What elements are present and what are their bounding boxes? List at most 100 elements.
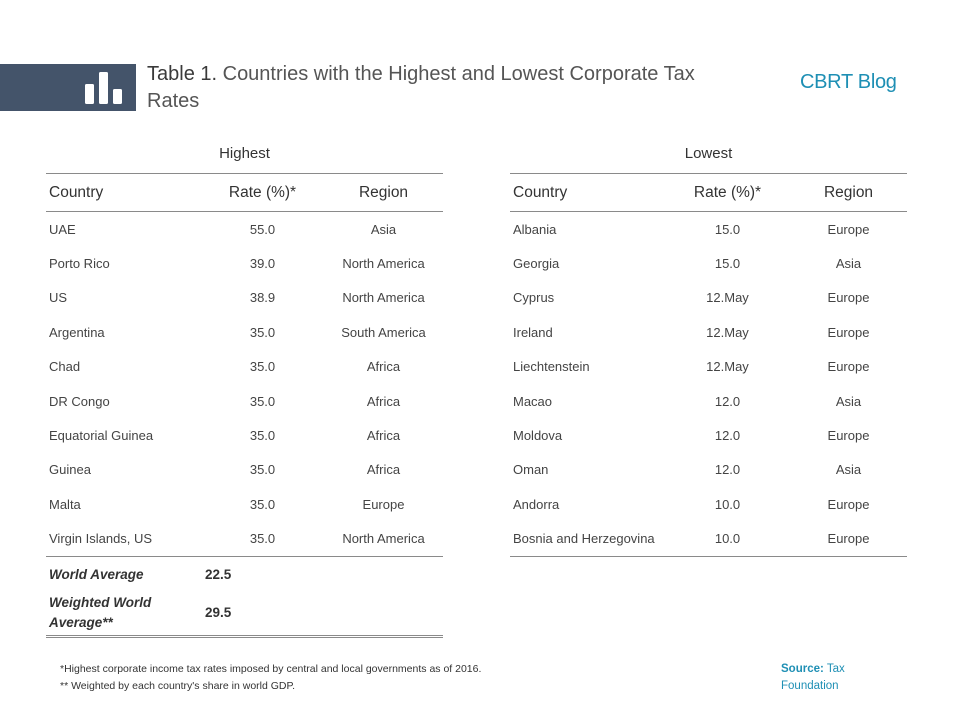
- country-cell: Virgin Islands, US: [46, 521, 201, 557]
- title-lead: Table 1.: [147, 63, 218, 85]
- header-row: Country Rate (%)* Region: [510, 173, 907, 212]
- country-cell: US: [49, 290, 68, 306]
- rate-cell: 35.0: [249, 359, 276, 375]
- region-cell: Africa: [366, 393, 401, 409]
- rate-cell: 12.0: [714, 462, 741, 478]
- region-cell: Europe: [827, 221, 870, 237]
- table-row: Chad 35.0 Africa: [46, 350, 443, 384]
- country-cell: Bosnia and Herzegovina: [510, 521, 665, 557]
- rate-cell: 55.0: [249, 221, 276, 237]
- region-cell: Africa: [366, 428, 401, 444]
- table-row: Albania 15.0 Europe: [510, 212, 907, 247]
- region-cell: Europe: [827, 359, 870, 375]
- source-text: Tax Foundation: [781, 663, 845, 692]
- country-cell: Macao: [513, 393, 553, 409]
- table-row: Macao 12.0 Asia: [510, 384, 907, 418]
- rate-cell: 12.May: [706, 324, 749, 340]
- footnotes: *Highest corporate income tax rates impo…: [60, 661, 481, 695]
- highest-section-title: Highest: [219, 145, 270, 162]
- table-row: Equatorial Guinea 35.0 Africa: [46, 418, 443, 452]
- column-header-rate: Rate (%)*: [665, 173, 790, 212]
- title-rest: Countries with the Highest and Lowest Co…: [147, 63, 695, 112]
- region-cell: North America: [324, 521, 443, 557]
- region-cell: Europe: [790, 521, 907, 557]
- region-cell: North America: [342, 256, 425, 272]
- country-cell: Equatorial Guinea: [49, 428, 154, 444]
- bar-chart-icon: [85, 72, 122, 104]
- empty-cell: [324, 591, 443, 639]
- rate-cell: 39.0: [249, 256, 276, 272]
- rate-cell: 10.0: [665, 521, 790, 557]
- region-cell: South America: [341, 324, 426, 340]
- country-cell: Argentina: [49, 324, 105, 340]
- brand-label: CBRT Blog: [800, 71, 897, 93]
- table-row: US 38.9 North America: [46, 281, 443, 315]
- table-row: Cyprus 12.May Europe: [510, 281, 907, 315]
- country-cell: UAE: [49, 221, 76, 237]
- world-average-row: World Average 22.5: [46, 556, 443, 591]
- rate-cell: 12.May: [706, 359, 749, 375]
- page-title: Table 1. Countries with the Highest and …: [147, 61, 747, 115]
- region-cell: Europe: [362, 496, 405, 512]
- logo-bar: [0, 64, 136, 111]
- region-cell: North America: [342, 290, 425, 306]
- weighted-average-row: Weighted World Average** 29.5: [46, 591, 443, 639]
- footnote-2: ** Weighted by each country's share in w…: [60, 680, 296, 692]
- country-cell: DR Congo: [49, 393, 110, 409]
- table-row: Andorra 10.0 Europe: [510, 487, 907, 521]
- region-cell: Asia: [835, 393, 862, 409]
- region-cell: Asia: [835, 462, 862, 478]
- table-row: Oman 12.0 Asia: [510, 453, 907, 487]
- country-cell: Albania: [513, 221, 557, 237]
- table-row: Georgia 15.0 Asia: [510, 246, 907, 280]
- region-cell: Europe: [827, 290, 870, 306]
- table-row: DR Congo 35.0 Africa: [46, 384, 443, 418]
- country-cell: Porto Rico: [49, 256, 110, 272]
- rate-cell: 38.9: [249, 290, 276, 306]
- table-row: Liechtenstein 12.May Europe: [510, 350, 907, 384]
- country-cell: Moldova: [513, 428, 563, 444]
- region-cell: Asia: [370, 221, 397, 237]
- region-cell: Europe: [827, 496, 870, 512]
- table-row: Porto Rico 39.0 North America: [46, 246, 443, 280]
- column-header-rate: Rate (%)*: [201, 173, 324, 212]
- table-row: Guinea 35.0 Africa: [46, 453, 443, 487]
- column-header-region: Region: [790, 173, 907, 212]
- column-header-country: Country: [510, 173, 665, 212]
- table-row: Moldova 12.0 Europe: [510, 418, 907, 452]
- rate-cell: 12.May: [706, 290, 749, 306]
- table-row: Malta 35.0 Europe: [46, 487, 443, 521]
- rate-cell: 10.0: [714, 496, 741, 512]
- country-cell: Andorra: [513, 496, 560, 512]
- country-cell: Ireland: [513, 324, 553, 340]
- country-cell: Cyprus: [513, 290, 555, 306]
- lowest-table: Country Rate (%)* Region Albania 15.0 Euro…: [510, 173, 907, 557]
- source-note: Source: Tax Foundation: [781, 661, 881, 695]
- rate-cell: 35.0: [249, 393, 276, 409]
- region-cell: Africa: [366, 359, 401, 375]
- average-value: 29.5: [201, 591, 324, 639]
- rate-cell: 35.0: [249, 428, 276, 444]
- rate-cell: 12.0: [714, 428, 741, 444]
- country-cell: Liechtenstein: [513, 359, 590, 375]
- rate-cell: 35.0: [249, 496, 276, 512]
- column-header-country: Country: [46, 173, 201, 212]
- source-label: Source:: [781, 663, 824, 675]
- header-row: Country Rate (%)* Region: [46, 173, 443, 212]
- average-value: 22.5: [205, 566, 232, 582]
- rate-cell: 35.0: [249, 462, 276, 478]
- region-cell: Africa: [366, 462, 401, 478]
- table-row: UAE 55.0 Asia: [46, 212, 443, 247]
- table-row: Virgin Islands, US 35.0 North America: [46, 521, 443, 557]
- rate-cell: 35.0: [249, 324, 276, 340]
- country-cell: Guinea: [49, 462, 91, 478]
- region-cell: Asia: [835, 256, 862, 272]
- average-label: World Average: [49, 566, 144, 582]
- average-label: Weighted World Average**: [46, 591, 201, 639]
- region-cell: Europe: [827, 324, 870, 340]
- table-row: Argentina 35.0 South America: [46, 315, 443, 349]
- country-cell: Georgia: [513, 256, 560, 272]
- rate-cell: 12.0: [714, 393, 741, 409]
- rate-cell: 15.0: [714, 256, 741, 272]
- country-cell: Malta: [49, 496, 81, 512]
